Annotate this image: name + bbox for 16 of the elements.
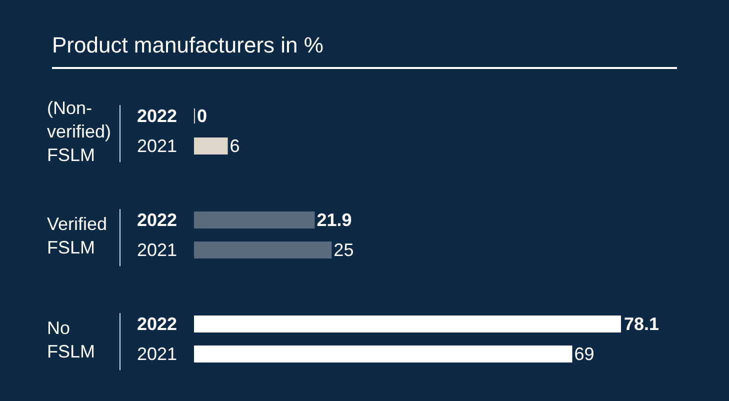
y-tick-label: Verified FSLM bbox=[47, 214, 108, 258]
data-label: 6 bbox=[230, 136, 240, 156]
y-tick-label: No FSLM bbox=[47, 318, 96, 362]
data-label: 69 bbox=[574, 344, 594, 364]
text: 2021 bbox=[137, 344, 178, 364]
series-label: 2022 bbox=[137, 106, 178, 126]
data-label: 78.1 bbox=[624, 314, 660, 334]
chart-title: Product manufacturers in % bbox=[52, 32, 324, 58]
text: 2022 bbox=[137, 314, 178, 334]
data-label: 0 bbox=[197, 106, 208, 126]
text: 2021 bbox=[137, 240, 178, 260]
y-tick-label: (Non-verified) FSLM bbox=[47, 98, 112, 165]
data-label: 25 bbox=[334, 240, 354, 260]
series-label: 2021 bbox=[137, 136, 178, 156]
data-label: 21.9 bbox=[316, 210, 352, 230]
text: 2022 bbox=[137, 210, 178, 230]
